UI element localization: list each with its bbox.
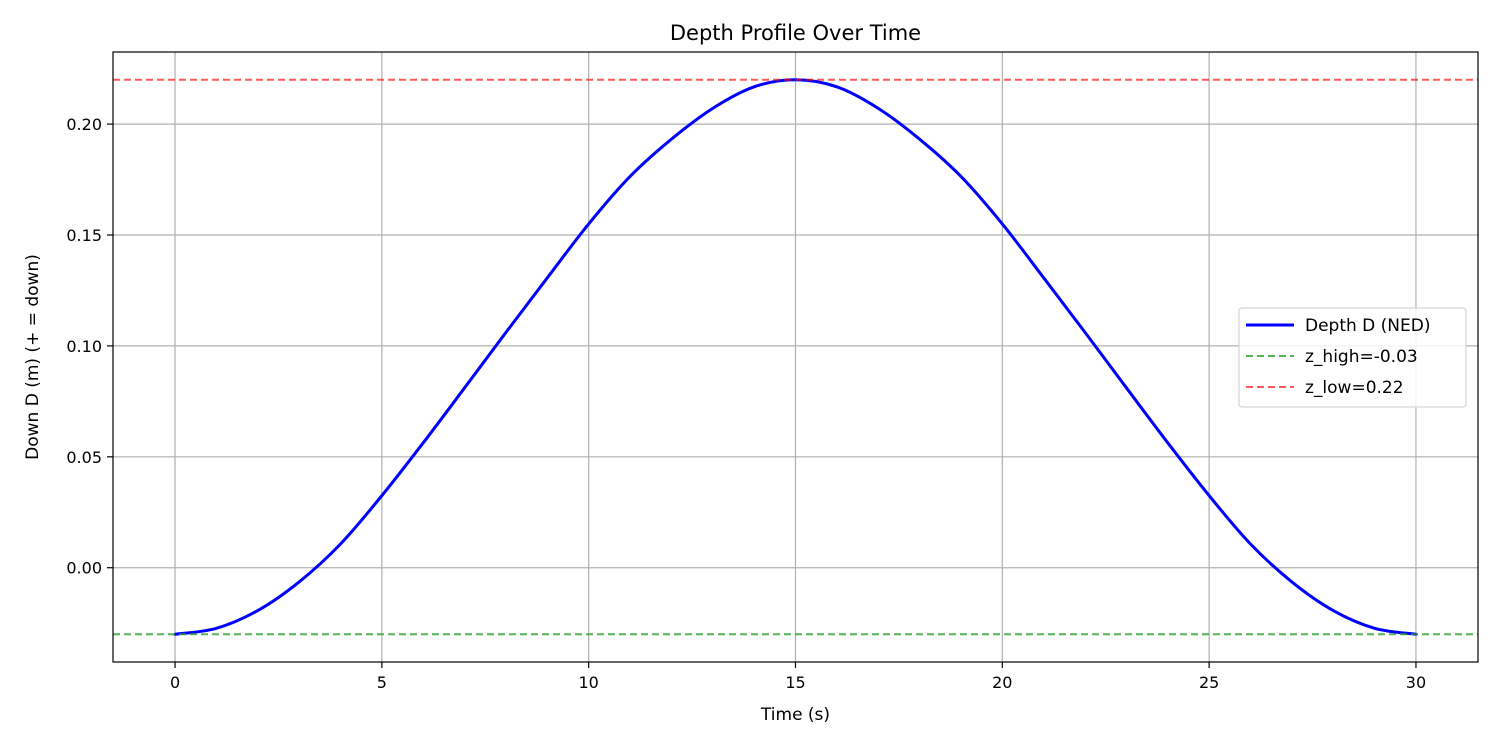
y-tick-label: 0.15: [66, 226, 102, 245]
legend-box: [1238, 307, 1467, 408]
x-tick-label: 30: [1406, 673, 1426, 692]
legend-label-z-high: z_high=-0.03: [1305, 347, 1418, 367]
x-tick-label: 25: [1199, 673, 1219, 692]
y-tick-label: 0.00: [66, 559, 102, 578]
legend-label-z-low: z_low=0.22: [1305, 378, 1404, 398]
axis-ticks: 0 5 10 15 20 25 30 0.00 0.05 0.10 0.15 0.20: [66, 115, 1426, 692]
x-tick-label: 20: [992, 673, 1012, 692]
y-tick-label: 0.05: [66, 448, 102, 467]
legend: Depth D (NED) z_high=-0.03 z_low=0.22: [1238, 307, 1467, 408]
y-tick-label: 0.10: [66, 337, 102, 356]
legend-label-depth: Depth D (NED): [1305, 316, 1431, 336]
x-axis-label: Time (s): [760, 705, 830, 725]
x-tick-label: 10: [579, 673, 599, 692]
y-tick-label: 0.20: [66, 115, 102, 134]
x-tick-label: 15: [785, 673, 805, 692]
y-axis-label: Down D (m) (+ = down): [23, 254, 43, 460]
x-tick-label: 5: [377, 673, 387, 692]
series-layer: [113, 78, 1478, 636]
chart-title: Depth Profile Over Time: [670, 21, 921, 45]
x-tick-label: 0: [170, 673, 180, 692]
